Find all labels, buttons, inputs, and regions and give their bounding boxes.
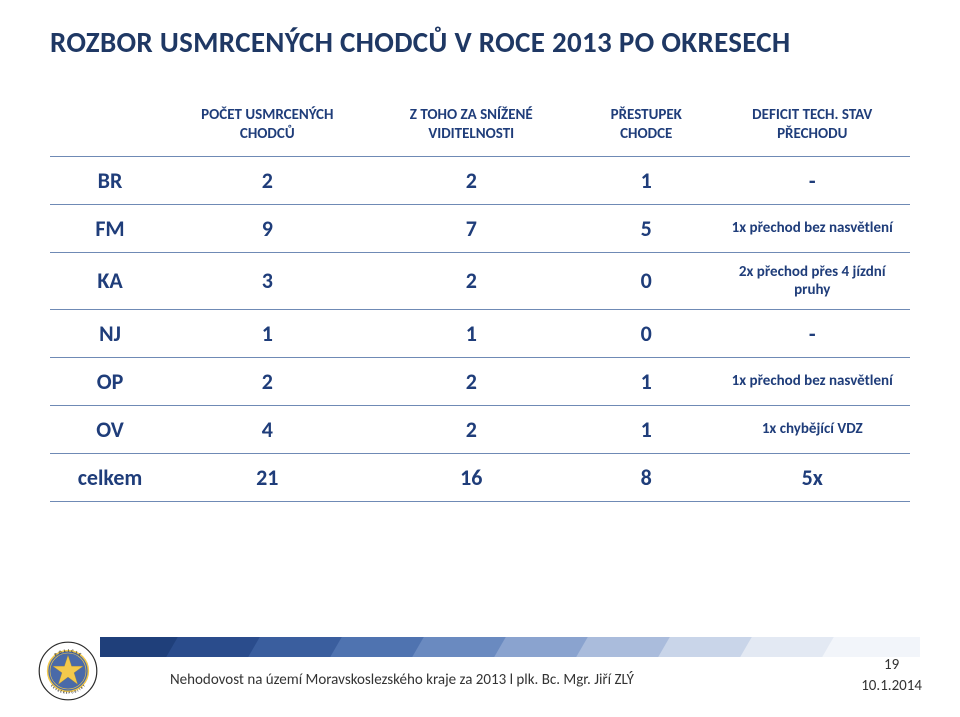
footer-text: Nehodovost na území Moravskoslezského kr…: [170, 671, 634, 689]
table-row: KA3202x přechod přes 4 jízdní pruhy: [50, 252, 910, 309]
cell-value: 2: [365, 156, 578, 204]
cell-value: 5x: [714, 453, 910, 501]
th-count: POČET USMRCENÝCH CHODCŮ: [170, 94, 365, 156]
row-label: OV: [50, 405, 170, 453]
cell-value: 9: [170, 204, 365, 252]
th-offense: PŘESTUPEK CHODCE: [578, 94, 714, 156]
cell-value: 1x chybějící VDZ: [714, 405, 910, 453]
cell-value: 1: [578, 405, 714, 453]
footer-date: 10.1.2014: [861, 676, 922, 697]
cell-value: 8: [578, 453, 714, 501]
cell-value: 2: [365, 252, 578, 309]
data-table: POČET USMRCENÝCH CHODCŮ Z TOHO ZA SNÍŽEN…: [50, 94, 910, 502]
page-number: 19: [861, 655, 922, 676]
cell-value: 2: [170, 156, 365, 204]
table-row: BR221-: [50, 156, 910, 204]
cell-value: 5: [578, 204, 714, 252]
cell-value: 21: [170, 453, 365, 501]
cell-value: 0: [578, 309, 714, 357]
cell-value: 7: [365, 204, 578, 252]
row-label: BR: [50, 156, 170, 204]
cell-value: -: [714, 309, 910, 357]
cell-value: 0: [578, 252, 714, 309]
table-row: FM9751x přechod bez nasvětlení: [50, 204, 910, 252]
table-row: OV4211x chybějící VDZ: [50, 405, 910, 453]
th-visibility: Z TOHO ZA SNÍŽENÉ VIDITELNOSTI: [365, 94, 578, 156]
cell-value: 3: [170, 252, 365, 309]
cell-value: 1: [578, 357, 714, 405]
police-logo: P O L I C I E Č E S K É R E P U B L I K …: [38, 641, 98, 701]
row-label: celkem: [50, 453, 170, 501]
cell-value: 2: [170, 357, 365, 405]
table-row: celkem211685x: [50, 453, 910, 501]
cell-value: 2: [365, 357, 578, 405]
cell-value: 1: [170, 309, 365, 357]
cell-value: 1x přechod bez nasvětlení: [714, 204, 910, 252]
cell-value: 2: [365, 405, 578, 453]
row-label: KA: [50, 252, 170, 309]
cell-value: -: [714, 156, 910, 204]
cell-value: 2x přechod přes 4 jízdní pruhy: [714, 252, 910, 309]
th-blank: [50, 94, 170, 156]
table-row: NJ110-: [50, 309, 910, 357]
table-row: OP2211x přechod bez nasvětlení: [50, 357, 910, 405]
cell-value: 1x přechod bez nasvětlení: [714, 357, 910, 405]
page-title: ROZBOR USMRCENÝCH CHODCŮ V ROCE 2013 PO …: [50, 24, 910, 60]
row-label: OP: [50, 357, 170, 405]
cell-value: 1: [365, 309, 578, 357]
decorative-stripe: [100, 637, 920, 657]
th-deficit: DEFICIT TECH. STAV PŘECHODU: [714, 94, 910, 156]
row-label: FM: [50, 204, 170, 252]
cell-value: 16: [365, 453, 578, 501]
cell-value: 4: [170, 405, 365, 453]
row-label: NJ: [50, 309, 170, 357]
cell-value: 1: [578, 156, 714, 204]
